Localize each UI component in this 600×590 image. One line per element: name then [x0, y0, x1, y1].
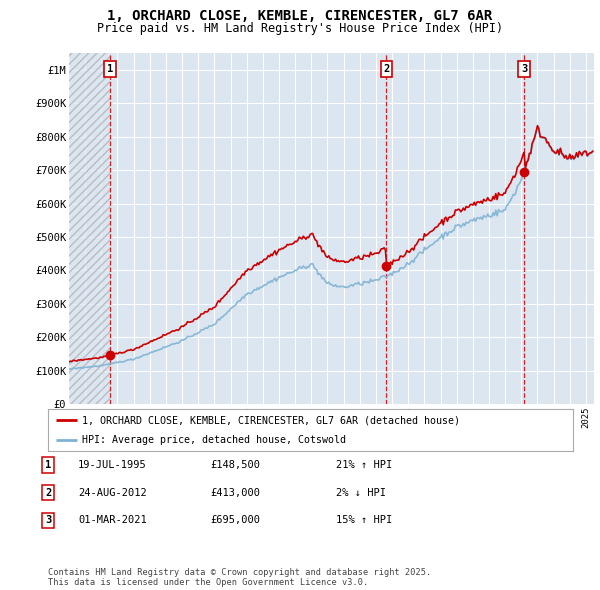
Text: Price paid vs. HM Land Registry's House Price Index (HPI): Price paid vs. HM Land Registry's House … [97, 22, 503, 35]
Text: 2: 2 [45, 488, 51, 497]
Text: HPI: Average price, detached house, Cotswold: HPI: Average price, detached house, Cots… [82, 435, 346, 445]
Bar [69, 53, 110, 404]
Text: 15% ↑ HPI: 15% ↑ HPI [336, 516, 392, 525]
Text: Contains HM Land Registry data © Crown copyright and database right 2025.
This d: Contains HM Land Registry data © Crown c… [48, 568, 431, 587]
Text: 01-MAR-2021: 01-MAR-2021 [78, 516, 147, 525]
Text: 1: 1 [45, 460, 51, 470]
Text: £695,000: £695,000 [210, 516, 260, 525]
Text: £148,500: £148,500 [210, 460, 260, 470]
Text: 21% ↑ HPI: 21% ↑ HPI [336, 460, 392, 470]
Text: 1: 1 [107, 64, 113, 74]
Text: £413,000: £413,000 [210, 488, 260, 497]
Text: 19-JUL-1995: 19-JUL-1995 [78, 460, 147, 470]
Text: 3: 3 [521, 64, 527, 74]
Text: 24-AUG-2012: 24-AUG-2012 [78, 488, 147, 497]
Text: 1, ORCHARD CLOSE, KEMBLE, CIRENCESTER, GL7 6AR (detached house): 1, ORCHARD CLOSE, KEMBLE, CIRENCESTER, G… [82, 415, 460, 425]
Text: 3: 3 [45, 516, 51, 525]
Text: 2: 2 [383, 64, 389, 74]
Text: 2% ↓ HPI: 2% ↓ HPI [336, 488, 386, 497]
Text: 1, ORCHARD CLOSE, KEMBLE, CIRENCESTER, GL7 6AR: 1, ORCHARD CLOSE, KEMBLE, CIRENCESTER, G… [107, 9, 493, 23]
